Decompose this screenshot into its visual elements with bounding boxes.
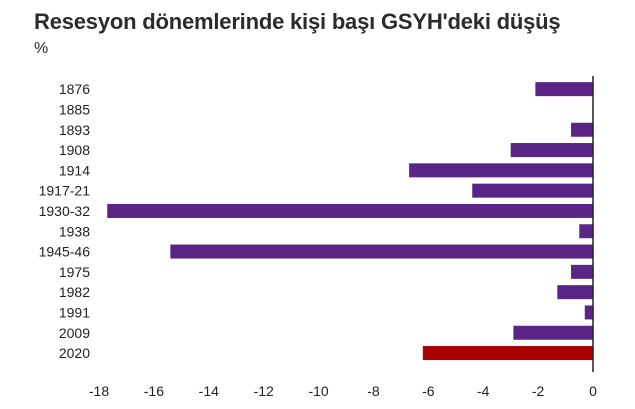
x-tick-label-minus14: -14 [199,383,219,399]
category-label-1945-46: 1945-46 [39,244,91,260]
x-tick-label-minus16: -16 [144,383,164,399]
x-tick-label-minus2: -2 [532,383,545,399]
bar-1975 [571,264,593,279]
bar-1908 [510,143,593,158]
category-label-1991: 1991 [59,304,90,320]
bar-1982 [557,285,593,300]
category-label-1938: 1938 [59,223,90,239]
x-tick-label-minus4: -4 [477,383,490,399]
x-tick-label-minus12: -12 [254,383,274,399]
x-tick-label-minus18: -18 [89,383,109,399]
bar-1893 [571,122,593,137]
x-tick-label-minus10: -10 [308,383,328,399]
category-label-1930-32: 1930-32 [39,203,91,219]
bar-1991 [584,305,593,320]
x-tick-label-minus6: -6 [422,383,435,399]
category-label-1975: 1975 [59,264,90,280]
category-label-1917-21: 1917-21 [39,183,91,199]
bar-1945-46 [170,244,593,259]
category-label-1914: 1914 [59,162,90,178]
bar-2020 [422,346,593,361]
category-label-2009: 2009 [59,325,90,341]
category-label-1885: 1885 [59,101,90,117]
bar-1914 [409,163,593,178]
chart-subtitle-unit: % [34,40,49,57]
chart-title: Resesyon dönemlerinde kişi başı GSYH'dek… [34,9,561,34]
category-label-1908: 1908 [59,142,90,158]
bar-1930-32 [107,203,593,218]
bar-2009 [513,325,593,340]
x-tick-label-minus8: -8 [367,383,380,399]
bar-1876 [535,82,593,97]
x-tick-label-0: 0 [589,383,597,399]
category-label-1893: 1893 [59,122,90,138]
category-label-2020: 2020 [59,345,90,361]
bar-1938 [579,224,593,239]
category-label-1876: 1876 [59,81,90,97]
bar-1917-21 [472,183,593,198]
category-label-1982: 1982 [59,284,90,300]
